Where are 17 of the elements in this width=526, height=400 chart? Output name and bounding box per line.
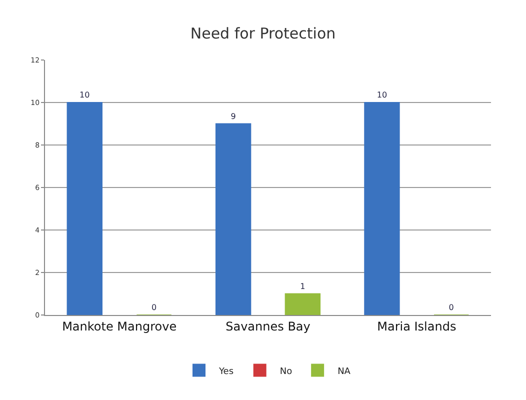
legend-label: NA: [338, 366, 352, 377]
chart-title: Need for Protection: [190, 24, 336, 42]
x-tick-label: Savannes Bay: [226, 319, 310, 334]
data-label: 10: [376, 90, 388, 100]
data-label: 0: [151, 303, 157, 312]
bar: [364, 102, 400, 315]
legend-label: Yes: [218, 366, 234, 377]
bar: [66, 102, 102, 315]
data-label: 9: [230, 112, 236, 121]
x-tick-label: Mankote Mangrove: [62, 319, 177, 334]
data-label: 1: [300, 282, 306, 291]
bar: [215, 123, 252, 315]
data-label: 0: [448, 303, 454, 312]
data-label: 10: [80, 90, 90, 100]
x-tick-label: Maria Islands: [377, 319, 456, 334]
legend-label: No: [280, 366, 293, 377]
bar: [284, 293, 321, 315]
